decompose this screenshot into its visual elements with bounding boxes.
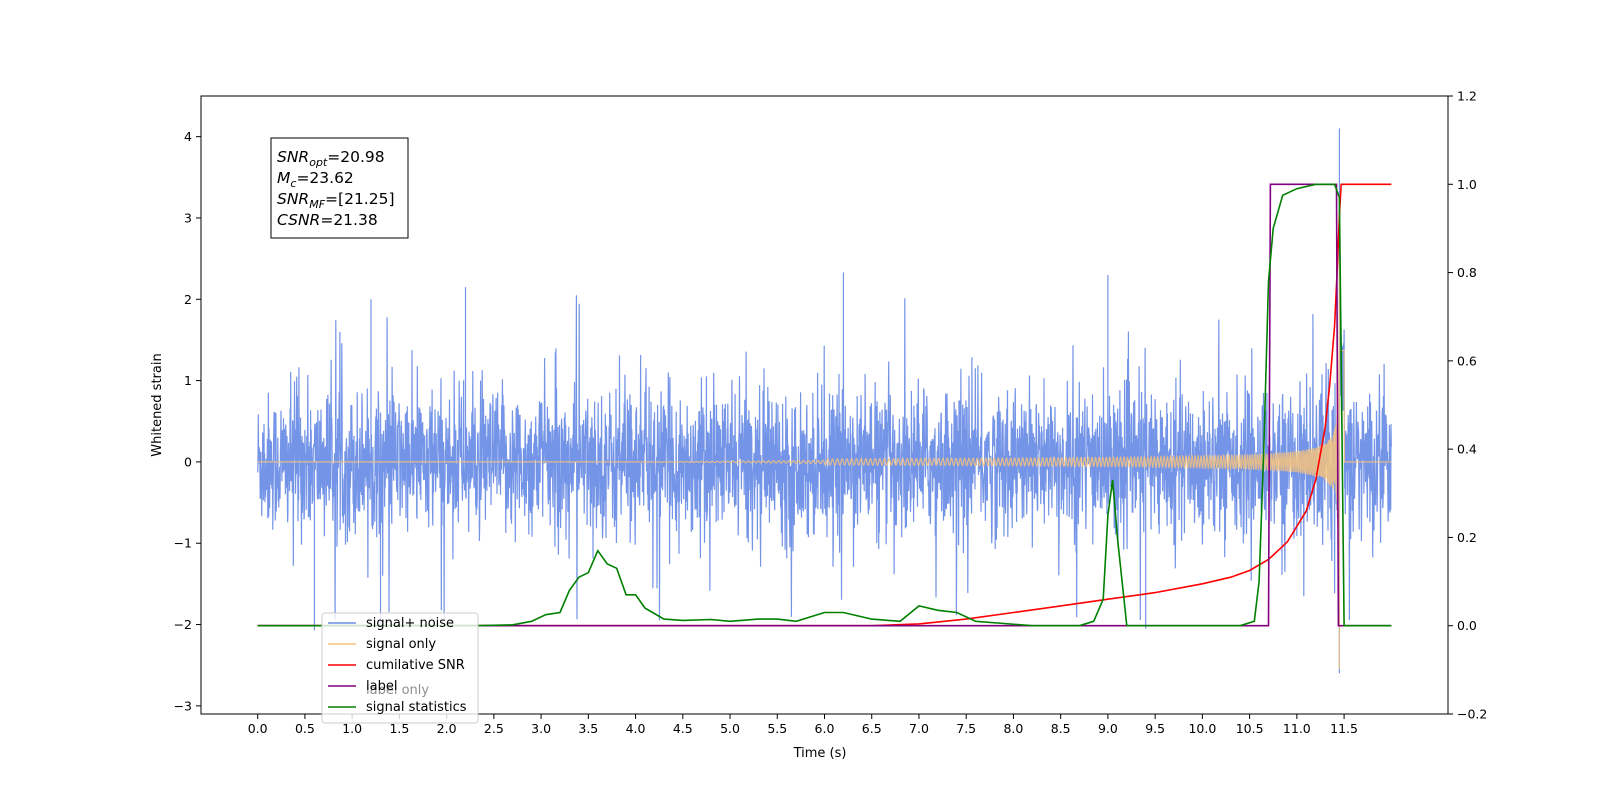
x-tick-label: 7.0 xyxy=(909,721,929,736)
x-tick-label: 2.0 xyxy=(437,721,457,736)
legend-entry: cumilative SNR xyxy=(366,658,465,673)
x-tick-label: 6.5 xyxy=(862,721,882,736)
x-tick-label: 0.5 xyxy=(295,721,315,736)
x-tick-label: 11.5 xyxy=(1330,721,1358,736)
y2-tick-label: 1.0 xyxy=(1457,177,1477,192)
x-tick-label: 9.0 xyxy=(1098,721,1118,736)
y-axis-right: −0.2 0.0 0.2 0.4 0.6 0.8 1.0 1.2 xyxy=(1448,89,1487,722)
x-tick-label: 7.5 xyxy=(956,721,976,736)
x-tick-label: 3.0 xyxy=(531,721,551,736)
annotation-box: SNRopt=20.98Mc=23.62SNRMF=[21.25]CSNR=21… xyxy=(270,137,409,239)
x-axis-label: Time (s) xyxy=(793,746,847,761)
y2-tick-label: 0.6 xyxy=(1457,353,1477,368)
x-tick-label: 3.5 xyxy=(578,721,598,736)
annotation-line: CSNR=21.38 xyxy=(277,211,378,229)
legend: label only signal+ noise signal only cumila… xyxy=(321,612,479,724)
x-tick-label: 1.0 xyxy=(342,721,362,736)
x-tick-label: 10.5 xyxy=(1236,721,1264,736)
x-tick-label: 2.5 xyxy=(484,721,504,736)
y2-tick-label: 0.0 xyxy=(1457,618,1477,633)
legend-entry: signal+ noise xyxy=(366,616,454,631)
x-tick-label: 8.5 xyxy=(1051,721,1071,736)
legend-entry: label xyxy=(366,679,397,694)
legend-entry: signal only xyxy=(366,637,436,652)
y-tick-label: −3 xyxy=(174,698,192,713)
y-tick-label: 4 xyxy=(184,129,192,144)
y-tick-label: −2 xyxy=(174,617,192,632)
x-tick-label: 5.5 xyxy=(767,721,787,736)
annotation-line: SNRopt=20.98 xyxy=(277,148,385,169)
series-signal-only xyxy=(257,258,1392,670)
legend-entry: signal statistics xyxy=(366,700,467,715)
x-tick-label: 9.5 xyxy=(1145,721,1165,736)
x-axis: 0.0 0.5 1.0 1.5 2.0 2.5 3.0 3.5 4.0 4.5 5.0 5.5 6.0 6… xyxy=(248,714,1358,736)
y-tick-label: −1 xyxy=(174,536,192,551)
x-tick-label: 6.0 xyxy=(815,721,835,736)
y-tick-label: 1 xyxy=(184,373,192,388)
x-tick-label: 4.5 xyxy=(673,721,693,736)
y-axis-left: −3 −2 −1 0 1 2 3 4 xyxy=(174,129,201,713)
x-tick-label: 10.0 xyxy=(1188,721,1216,736)
y2-tick-label: −0.2 xyxy=(1457,707,1487,722)
series-layer xyxy=(257,128,1392,674)
y2-tick-label: 1.2 xyxy=(1457,89,1477,104)
x-tick-label: 11.0 xyxy=(1283,721,1311,736)
x-tick-label: 4.0 xyxy=(626,721,646,736)
annotation-line: Mc=23.62 xyxy=(277,169,354,190)
y-tick-label: 2 xyxy=(184,292,192,307)
y-axis-label: Whitened strain xyxy=(150,353,165,456)
y2-tick-label: 0.4 xyxy=(1457,442,1477,457)
y2-tick-label: 0.8 xyxy=(1457,265,1477,280)
series-signal-noise xyxy=(257,128,1392,674)
legend-hidden-text: label only xyxy=(366,683,429,698)
y2-tick-label: 0.2 xyxy=(1457,530,1477,545)
y-tick-label: 3 xyxy=(184,210,192,225)
series-signal-statistics xyxy=(257,183,1392,627)
x-tick-label: 8.0 xyxy=(1003,721,1023,736)
x-tick-label: 5.0 xyxy=(720,721,740,736)
x-tick-label: 1.5 xyxy=(389,721,409,736)
y-tick-label: 0 xyxy=(184,454,192,469)
annotation-line: SNRMF=[21.25] xyxy=(277,190,395,211)
x-tick-label: 0.0 xyxy=(248,721,268,736)
